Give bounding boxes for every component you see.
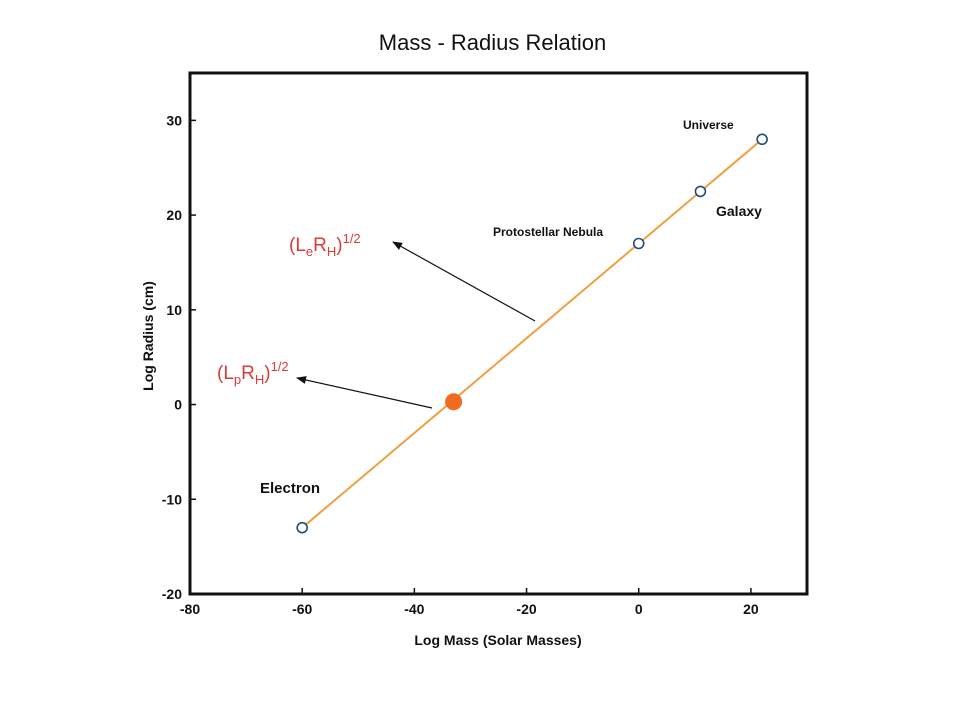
data-point-electron bbox=[296, 521, 308, 534]
point-label-universe: Universe bbox=[683, 118, 734, 132]
x-tick-label: 0 bbox=[635, 601, 643, 617]
highlight-point bbox=[445, 393, 463, 411]
y-axis-label: Log Radius (cm) bbox=[140, 281, 156, 391]
y-tick-label: 10 bbox=[166, 302, 182, 318]
annotation-lp-rh: (LpRH)1/2 bbox=[217, 359, 289, 387]
annotation-le-rh: (LeRH)1/2 bbox=[289, 231, 361, 259]
y-tick-label: 20 bbox=[166, 207, 182, 223]
chart-title: Mass - Radius Relation bbox=[378, 30, 607, 55]
y-tick-label: 0 bbox=[174, 397, 182, 413]
data-point-galaxy bbox=[694, 185, 707, 198]
x-tick-label: -20 bbox=[516, 601, 536, 617]
x-tick-label: -40 bbox=[404, 601, 424, 617]
x-tick-label: -80 bbox=[180, 601, 200, 617]
annotation-arrow-2 bbox=[296, 376, 433, 409]
x-axis-label: Log Mass (Solar Masses) bbox=[414, 632, 581, 648]
point-label-galaxy: Galaxy bbox=[716, 203, 762, 219]
y-tick-label: -20 bbox=[162, 586, 182, 602]
y-tick-label: 30 bbox=[166, 112, 182, 128]
data-point-universe bbox=[756, 133, 768, 146]
x-tick-label: -60 bbox=[292, 601, 312, 617]
plot-frame bbox=[188, 71, 809, 596]
annotation-arrow-1 bbox=[392, 241, 536, 322]
data-point-protostellar-nebula bbox=[632, 237, 645, 250]
y-tick-label: -10 bbox=[162, 491, 182, 507]
mass-radius-line bbox=[301, 138, 763, 529]
x-tick-label: 20 bbox=[743, 601, 759, 617]
point-label-electron: Electron bbox=[260, 480, 320, 497]
point-label-protostellar-nebula: Protostellar Nebula bbox=[493, 225, 603, 239]
